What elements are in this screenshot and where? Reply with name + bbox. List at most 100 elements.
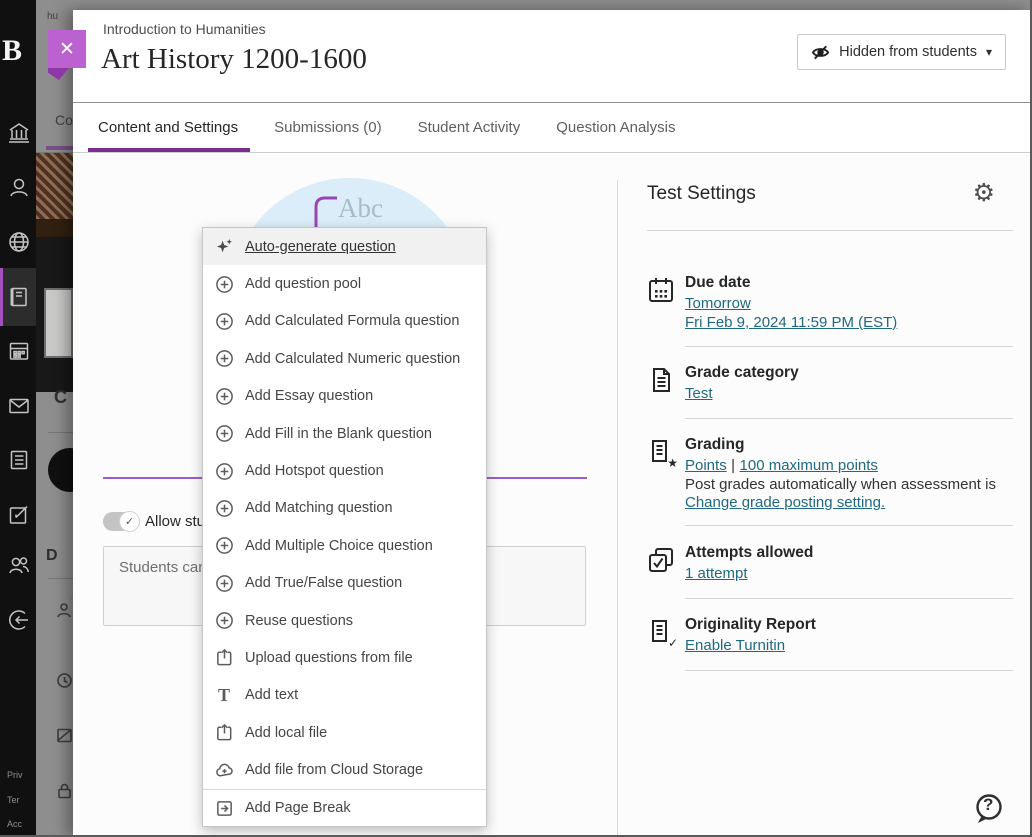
menu-item-auto-generate[interactable]: Auto-generate question	[203, 228, 486, 266]
menu-item-matching[interactable]: Add Matching question	[203, 490, 486, 527]
tab-submissions[interactable]: Submissions (0)	[274, 103, 382, 152]
page-break-icon	[214, 798, 234, 818]
menu-item-reuse-questions[interactable]: Reuse questions	[203, 602, 486, 639]
active-nav-highlight	[0, 268, 36, 326]
dimmed-avatar	[48, 448, 73, 492]
grades-icon[interactable]	[8, 449, 30, 471]
grading-max-points-link[interactable]: 100 maximum points	[739, 457, 878, 474]
menu-item-page-break[interactable]: Add Page Break	[203, 788, 486, 826]
calendar-icon	[647, 276, 675, 304]
allow-conversations-toggle[interactable]: ✓	[103, 511, 140, 532]
cloud-upload-icon	[214, 760, 234, 780]
dimmed-clock-icon	[56, 672, 73, 689]
chevron-down-icon: ▾	[985, 45, 992, 59]
section-divider	[685, 346, 1013, 347]
help-question-glyph: ?	[983, 795, 994, 814]
menu-item-label: Add local file	[245, 724, 328, 741]
due-date-label: Due date	[685, 274, 751, 291]
menu-item-label: Add Multiple Choice question	[245, 537, 433, 554]
settings-panel-divider	[617, 180, 618, 837]
add-text-icon: T	[217, 685, 230, 706]
menu-item-upload-questions[interactable]: Upload questions from file	[203, 639, 486, 676]
assessment-panel: Introduction to Humanities Art History 1…	[73, 10, 1032, 837]
terms-link[interactable]: Ter	[7, 795, 20, 805]
courses-icon[interactable]	[8, 286, 30, 308]
document-check-icon: ✓	[647, 618, 678, 650]
menu-item-label: Add Hotspot question	[245, 463, 384, 480]
change-grade-posting-link[interactable]: Change grade posting setting.	[685, 494, 886, 511]
menu-item-essay[interactable]: Add Essay question	[203, 378, 486, 415]
menu-item-calculated-numeric[interactable]: Add Calculated Numeric question	[203, 340, 486, 377]
activity-globe-icon[interactable]	[8, 231, 30, 253]
menu-item-label: Add Calculated Numeric question	[245, 350, 461, 367]
grade-category-label: Grade category	[685, 364, 799, 381]
plus-circle-icon	[214, 424, 234, 444]
plus-circle-icon	[214, 274, 234, 294]
tools-edit-icon[interactable]	[8, 504, 30, 526]
menu-item-add-local-file[interactable]: Add local file	[203, 714, 486, 751]
breadcrumb: Introduction to Humanities	[103, 21, 266, 37]
check-overlay-icon: ✓	[667, 636, 678, 650]
dimmed-divider	[48, 578, 73, 579]
tab-label: Content and Settings	[98, 119, 239, 136]
menu-item-label: Add True/False question	[245, 575, 403, 592]
menu-item-fill-in-the-blank[interactable]: Add Fill in the Blank question	[203, 415, 486, 452]
gear-icon[interactable]: ⚙	[972, 178, 995, 207]
tab-bar: Content and Settings Submissions (0) Stu…	[73, 103, 1032, 153]
help-icon[interactable]: ?	[972, 791, 1006, 825]
course-banner-image	[36, 153, 73, 219]
menu-item-label: Add Matching question	[245, 500, 393, 517]
header-divider	[73, 102, 1032, 103]
menu-item-question-pool[interactable]: Add question pool	[203, 265, 486, 302]
menu-item-label: Add file from Cloud Storage	[245, 762, 424, 779]
file-upload-icon	[214, 723, 234, 743]
menu-item-label: Add Fill in the Blank question	[245, 425, 432, 442]
file-upload-icon	[214, 648, 234, 668]
dimmed-breadcrumb-fragment: hu	[47, 11, 59, 22]
grading-post-text-line2: Change grade posting setting.	[685, 494, 885, 512]
close-panel-button[interactable]: ✕	[48, 30, 86, 68]
menu-item-hotspot[interactable]: Add Hotspot question	[203, 452, 486, 489]
sign-out-icon[interactable]	[8, 609, 30, 631]
menu-item-label: Add Calculated Formula question	[245, 313, 460, 330]
add-question-menu: Auto-generate question Add question pool…	[202, 227, 487, 828]
menu-item-calculated-formula[interactable]: Add Calculated Formula question	[203, 303, 486, 340]
dimmed-tabbar-border	[36, 152, 73, 153]
enable-turnitin-link[interactable]: Enable Turnitin	[685, 637, 786, 654]
accessibility-link[interactable]: Acc	[7, 819, 23, 829]
menu-item-label: Reuse questions	[245, 612, 354, 629]
organizations-icon[interactable]	[8, 340, 30, 362]
attempts-link[interactable]: 1 attempt	[685, 565, 748, 582]
course-banner-frame	[36, 219, 73, 237]
tab-student-activity[interactable]: Student Activity	[418, 103, 521, 152]
document-star-icon: ★	[647, 438, 678, 470]
plus-circle-icon	[214, 573, 234, 593]
visibility-dropdown-button[interactable]: Hidden from students ▾	[797, 34, 1006, 70]
privacy-link[interactable]: Priv	[7, 770, 23, 780]
course-banner-painting	[44, 288, 73, 601]
menu-item-add-text[interactable]: T Add text	[203, 677, 486, 714]
test-settings-title: Test Settings	[647, 183, 756, 204]
tab-question-analysis[interactable]: Question Analysis	[556, 103, 675, 152]
due-date-full-link[interactable]: Fri Feb 9, 2024 11:59 PM (EST)	[685, 314, 898, 331]
menu-item-multiple-choice[interactable]: Add Multiple Choice question	[203, 527, 486, 564]
groups-icon[interactable]	[8, 554, 30, 576]
tab-content-and-settings[interactable]: Content and Settings	[88, 103, 251, 152]
separator: |	[731, 457, 736, 474]
menu-item-cloud-storage[interactable]: Add file from Cloud Storage	[203, 751, 486, 788]
profile-icon[interactable]	[8, 176, 30, 198]
star-overlay-icon: ★	[667, 456, 678, 470]
grade-category-link[interactable]: Test	[685, 385, 713, 402]
due-date-relative-link[interactable]: Tomorrow	[685, 295, 751, 312]
section-divider	[647, 230, 1013, 231]
menu-item-true-false[interactable]: Add True/False question	[203, 565, 486, 602]
messages-icon[interactable]	[8, 395, 30, 417]
grading-points-link[interactable]: Points	[685, 457, 727, 474]
menu-item-label: Upload questions from file	[245, 649, 413, 666]
dimmed-heading-fragment: C	[54, 387, 67, 407]
check-icon: ✓	[124, 516, 135, 528]
active-tab-underline	[88, 148, 251, 152]
institution-page-icon[interactable]	[8, 122, 30, 144]
dimmed-details-fragment: D	[46, 547, 58, 564]
